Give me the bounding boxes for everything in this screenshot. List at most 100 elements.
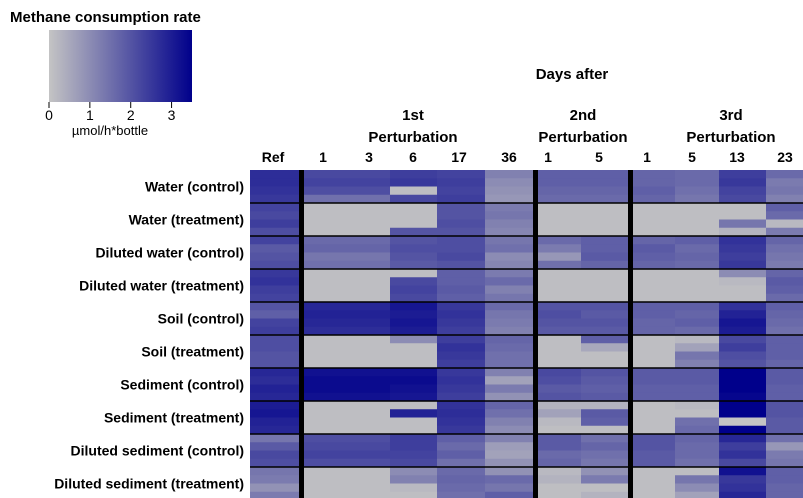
heatmap-cell [631,269,675,278]
heatmap-cell [485,442,536,451]
chart-title: Methane consumption rate [10,9,201,26]
heatmap-cell [390,194,437,204]
heatmap-cell [346,211,390,220]
heatmap-cell [631,417,675,427]
column-label: 6 [409,149,417,165]
heatmap-cell [346,219,390,229]
heatmap-cell [250,227,302,237]
heatmap-cell [581,417,631,427]
heatmap-cell [302,219,346,229]
heatmap-cell [390,343,437,352]
heatmap-cell [437,269,485,278]
heatmap-cell [390,302,437,311]
heatmap-cell [581,343,631,352]
heatmap-cell [250,194,302,204]
heatmap-cell [675,368,719,377]
heatmap-cell [536,285,581,295]
heatmap-cell [675,475,719,484]
heatmap-cell [250,343,302,352]
heatmap-cell [346,392,390,402]
heatmap-cell [719,475,766,484]
heatmap-cell [346,244,390,253]
heatmap-cell [346,475,390,484]
heatmap-cell [766,458,803,468]
heatmap-cell [631,376,675,385]
heatmap-cell [581,458,631,468]
heatmap-cell [437,326,485,336]
heatmap-cell [250,186,302,196]
heatmap-cell [766,475,803,484]
heatmap-cell [536,450,581,460]
heatmap-cell [536,409,581,418]
group-separator [299,170,304,498]
heatmap-cell [631,335,675,344]
group-separator [533,170,538,498]
heatmap-cell [346,203,390,212]
heatmap-cell [675,351,719,361]
heatmap-cell [631,318,675,328]
heatmap-cell [302,483,346,493]
heatmap-cell [302,425,346,435]
heatmap-cell [675,335,719,344]
heatmap-cell [675,343,719,352]
heatmap-cell [346,302,390,311]
heatmap-cell [346,170,390,179]
heatmap-cell [719,458,766,468]
heatmap-cell [346,293,390,303]
heatmap-cell [390,211,437,220]
heatmap-cell [390,417,437,427]
colorbar-tick-label: 1 [86,107,94,123]
row-label: Sediment (treatment) [104,410,244,426]
heatmap-cell [631,302,675,311]
heatmap-cell [675,194,719,204]
heatmap-cell [719,170,766,179]
colorbar-gradient [49,30,192,102]
heatmap-cell [536,376,581,385]
heatmap-cell [536,483,581,493]
heatmap-cell [437,178,485,187]
heatmap-cell [766,269,803,278]
colorbar-tick-label: 3 [168,107,176,123]
heatmap-cell [302,236,346,245]
heatmap-cell [250,252,302,262]
heatmap-cell [250,277,302,286]
heatmap-cell [719,252,766,262]
heatmap-cell [675,425,719,435]
heatmap-cell [675,227,719,237]
heatmap-cell [390,178,437,187]
heatmap-cell [250,293,302,303]
heatmap-cell [536,351,581,361]
heatmap-cell [390,368,437,377]
column-label: 23 [777,149,793,165]
column-label: 36 [501,149,517,165]
heatmap-cell [302,359,346,369]
heatmap-cell [536,392,581,402]
heatmap-cell [581,376,631,385]
heatmap-cell [437,335,485,344]
heatmap-cell [581,236,631,245]
heatmap-cell [390,483,437,493]
heatmap-cell [719,401,766,410]
heatmap-cell [631,293,675,303]
heatmap-cell [485,203,536,212]
heatmap-cell [437,376,485,385]
heatmap-cell [250,211,302,220]
heatmap-cell [390,376,437,385]
heatmap-cell [719,425,766,435]
heatmap-cell [631,359,675,369]
heatmap-cell [536,178,581,187]
heatmap-cell [390,293,437,303]
heatmap-cell [250,269,302,278]
heatmap-cell [302,269,346,278]
heatmap-cell [346,252,390,262]
column-group-title: Days after [536,66,609,83]
colorbar-tick-label: 0 [45,107,53,123]
colorbar-tick-label: 2 [127,107,135,123]
heatmap-cell [250,401,302,410]
colorbar-ticks: 0 1 2 3 [45,102,176,123]
heatmap-cell [675,252,719,262]
heatmap-cell [346,401,390,410]
heatmap-cell [581,302,631,311]
column-group-label: Perturbation [368,129,457,146]
heatmap-cell [581,211,631,220]
